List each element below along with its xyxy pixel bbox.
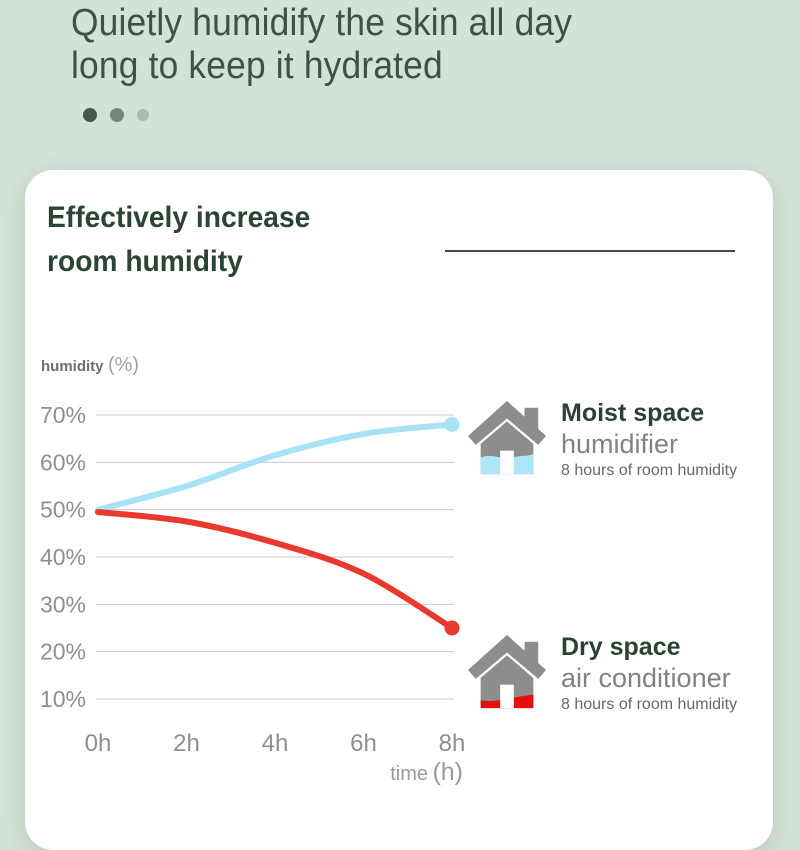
card-title-line2: room humidity — [47, 245, 243, 278]
house-air-conditioner-icon — [467, 634, 547, 709]
y-tick-label: 40% — [40, 544, 86, 570]
humidity-chart: 70% 60% 50% 40% 30% 20% 10% 0h 2h 4h 6h 8h — [40, 395, 490, 767]
page-title-line2: long to keep it hydrated — [71, 45, 443, 87]
legend-dry-space: Dry space air conditioner 8 hours of roo… — [465, 632, 737, 715]
x-axis-title: time (h) — [315, 758, 463, 787]
y-tick-label: 60% — [40, 449, 86, 475]
info-card: Effectively increase room humidity humid… — [25, 170, 773, 850]
x-tick-label: 4h — [262, 730, 289, 757]
carousel-dot-1[interactable] — [83, 108, 97, 122]
house-humidifier-icon — [467, 400, 547, 475]
legend-moist-title: Moist space — [561, 399, 705, 427]
x-tick-label: 8h — [439, 730, 466, 757]
y-axis-title-word: humidity — [41, 358, 104, 375]
x-tick-label: 0h — [85, 730, 112, 757]
legend-dry-subtitle: air conditioner — [561, 663, 731, 693]
legend-dry-title: Dry space — [561, 633, 681, 661]
y-tick-label: 30% — [40, 591, 86, 617]
page-title: Quietly humidify the skin all day long t… — [71, 2, 572, 88]
series-endpoint-dot — [444, 416, 460, 432]
x-tick-label: 6h — [350, 730, 377, 757]
x-tick-label: 2h — [173, 730, 200, 757]
card-title-line1: Effectively increase — [47, 201, 311, 234]
legend-moist-space: Moist space humidifier 8 hours of room h… — [465, 398, 737, 481]
x-axis-title-unit: (h) — [432, 758, 463, 786]
y-tick-label: 70% — [40, 402, 86, 428]
legend-moist-subtitle: humidifier — [561, 429, 679, 459]
series-line — [95, 509, 455, 631]
legend-dry-text: Dry space air conditioner 8 hours of roo… — [561, 632, 737, 715]
x-axis-title-word: time — [390, 763, 428, 785]
series-endpoint-dot — [444, 620, 460, 636]
carousel-dot-3[interactable] — [137, 109, 149, 121]
title-underline-rule — [445, 250, 735, 252]
chart-canvas: 70% 60% 50% 40% 30% 20% 10% 0h 2h 4h 6h 8h — [40, 402, 466, 757]
legend-moist-text: Moist space humidifier 8 hours of room h… — [561, 398, 737, 481]
y-tick-label: 20% — [40, 639, 86, 665]
y-tick-label: 50% — [40, 497, 86, 523]
y-axis-title-unit: (%) — [107, 354, 140, 376]
y-axis-title: humidity (%) — [41, 354, 139, 377]
card-title: Effectively increase room humidity — [47, 196, 310, 284]
carousel-dot-2[interactable] — [110, 108, 124, 122]
page-title-line1: Quietly humidify the skin all day — [71, 2, 573, 44]
legend-dry-caption: 8 hours of room humidity — [561, 696, 738, 713]
series-line — [95, 421, 455, 513]
y-tick-label: 10% — [40, 686, 86, 712]
carousel-dots — [83, 108, 149, 122]
legend-moist-caption: 8 hours of room humidity — [561, 462, 738, 479]
page-header: Quietly humidify the skin all day long t… — [0, 0, 800, 170]
